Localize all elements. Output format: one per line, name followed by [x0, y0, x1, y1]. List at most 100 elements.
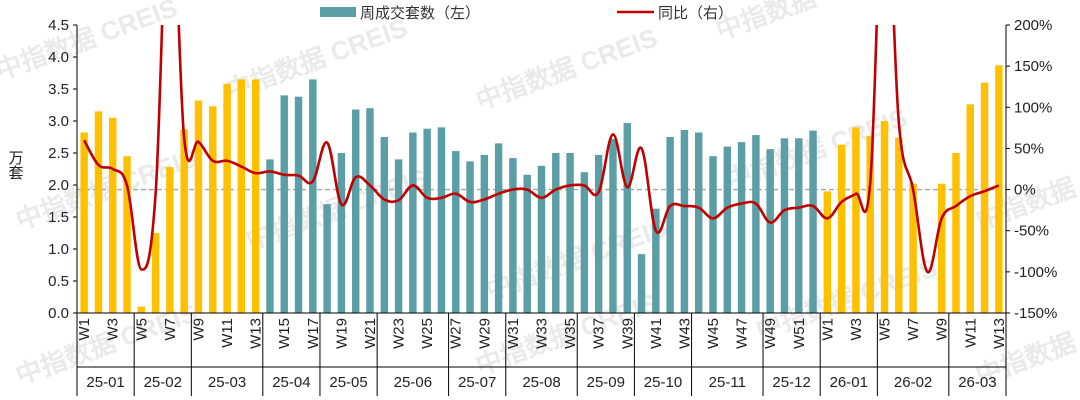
bar [123, 156, 131, 313]
x-month-label: 25-02 [144, 374, 182, 391]
bar [795, 138, 803, 313]
bar [823, 191, 832, 313]
bar [880, 121, 889, 313]
y-left-tick-label: 0.0 [48, 305, 69, 322]
x-month-label: 25-08 [522, 374, 560, 391]
x-week-label: W5 [133, 318, 150, 341]
bar [809, 130, 817, 313]
y-right-tick-label: 0% [1014, 182, 1036, 199]
bar [323, 204, 331, 313]
x-week-label: W11 [219, 318, 236, 348]
bar [766, 149, 774, 313]
x-week-label: W1 [819, 318, 836, 341]
bar [523, 174, 531, 313]
x-week-label: W35 [562, 318, 579, 349]
x-week-label: W19 [333, 318, 350, 349]
x-month-label: 25-05 [329, 374, 367, 391]
bar [866, 135, 874, 313]
bar [437, 127, 446, 314]
x-week-label: W13 [991, 318, 1008, 349]
y-left-tick-label: 4.0 [48, 49, 69, 66]
bar [566, 153, 574, 313]
x-week-label: W27 [448, 318, 465, 349]
bar [737, 142, 746, 313]
x-week-label: W3 [848, 318, 865, 341]
bar [537, 165, 546, 313]
x-week-label: W9 [190, 318, 207, 341]
bar [952, 153, 960, 313]
x-month-label: 25-07 [458, 374, 496, 391]
bar-series [80, 65, 1003, 314]
bar [423, 128, 431, 313]
x-month-label: 25-11 [709, 374, 746, 391]
bar [366, 108, 374, 313]
x-week-label: W7 [162, 318, 179, 341]
bar [580, 172, 589, 313]
watermark-text: 中指数据 CREIS [0, 0, 181, 86]
x-month-label: 25-03 [208, 374, 246, 391]
bar [937, 183, 946, 313]
yoy-line [83, 25, 1000, 274]
legend: 周成交套数（左） 同比（右） [320, 4, 733, 22]
legend-swatch-bars [320, 7, 356, 17]
bar [409, 132, 417, 313]
y-left-tick-label: 1.0 [48, 241, 69, 258]
yoy-line-series [83, 25, 1000, 274]
x-week-label: W7 [905, 318, 922, 341]
bar [609, 138, 617, 313]
watermark-text: 中指数据 CREIS [472, 22, 661, 115]
bar [980, 82, 989, 313]
y-left-tick-label: 1.5 [48, 209, 69, 226]
x-month-label: 25-04 [272, 374, 310, 391]
bar [966, 104, 974, 313]
y-right-tick-label: 200% [1014, 17, 1052, 34]
x-month-label: 26-01 [830, 374, 868, 391]
x-week-label: W9 [934, 318, 951, 341]
bar [223, 83, 231, 313]
x-week-label: W15 [276, 318, 293, 349]
x-week-label: W3 [105, 318, 122, 341]
x-week-label: W51 [791, 318, 808, 349]
x-week-label: W37 [591, 318, 608, 349]
y-right-tick-label: 50% [1014, 140, 1044, 157]
x-week-label: W23 [391, 318, 408, 349]
x-week-label: W45 [705, 318, 722, 349]
bar [752, 135, 760, 313]
x-week-label: W39 [619, 318, 636, 349]
y-left-tick-label: 2.0 [48, 177, 69, 194]
bar [594, 154, 603, 313]
x-week-label: W43 [676, 318, 693, 349]
bar [351, 109, 360, 313]
bar [509, 158, 517, 313]
axes: 0.0 0.5 1.0 1.5 2.0 2.5 3.0 3.5 4.0 4.5 -150% -100%… [48, 17, 1057, 396]
bar [680, 129, 689, 313]
bar [237, 79, 246, 314]
bar [266, 159, 274, 313]
bar [280, 95, 288, 314]
bar [309, 79, 317, 314]
x-month-label: 25-12 [772, 374, 810, 391]
x-week-label: W11 [962, 318, 979, 348]
y-right-tick-label: 150% [1014, 58, 1052, 75]
y-left-tick-label: 0.5 [48, 273, 69, 290]
bar [494, 143, 503, 313]
y-left-tick-label: 4.5 [48, 17, 69, 34]
bar [466, 161, 474, 313]
bar [180, 129, 188, 313]
y-right-tick-label: 100% [1014, 99, 1052, 116]
bar [394, 159, 403, 313]
legend-label-bars: 周成交套数（左） [360, 4, 480, 22]
bar [637, 254, 646, 313]
y-left-tick-label: 2.5 [48, 145, 69, 162]
y-left-tick-label: 3.5 [48, 81, 69, 98]
bar [909, 183, 917, 313]
x-week-label: W31 [505, 318, 522, 349]
bar [837, 144, 846, 313]
bar [723, 146, 732, 313]
bar [666, 137, 674, 313]
x-week-label: W21 [362, 318, 379, 349]
x-week-label: W5 [877, 318, 894, 341]
y-right-tick-label: -50% [1014, 223, 1049, 240]
y-axis-left-label: 万套 [7, 150, 24, 180]
